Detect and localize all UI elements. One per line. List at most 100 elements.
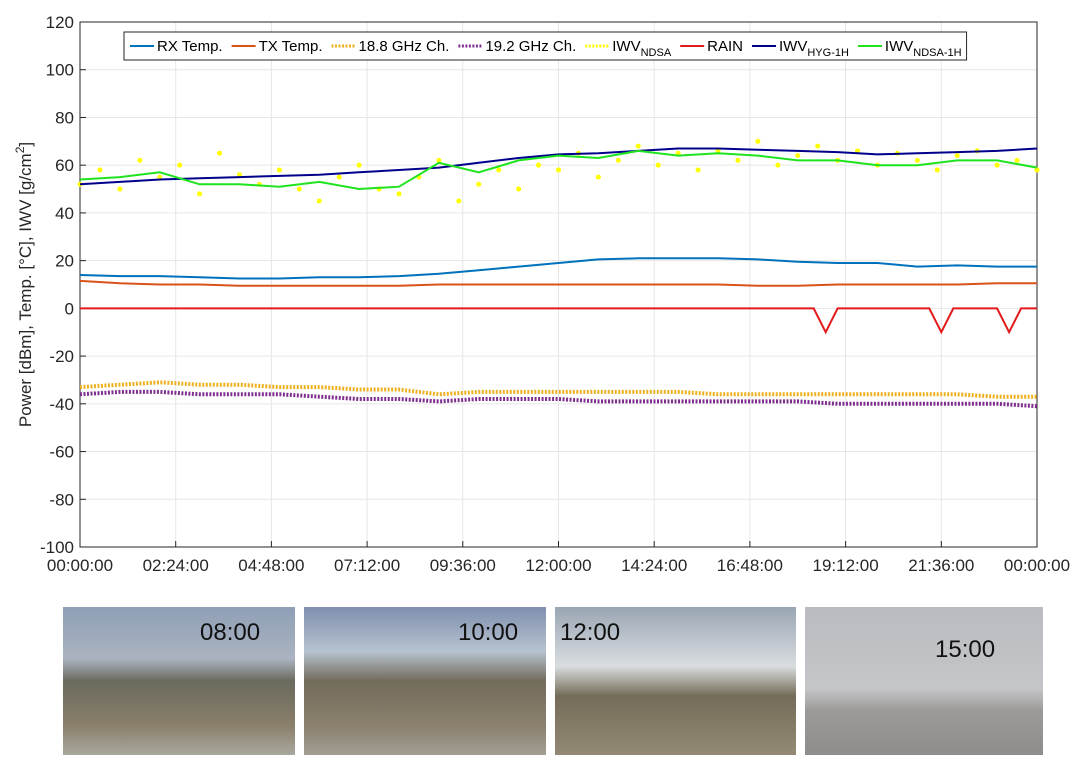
y-tick-label: 40 [55,204,74,223]
photo-strip: 08:00 10:00 12:00 15:00 [63,607,1043,755]
x-tick-label: 19:12:00 [813,556,879,575]
x-tick-label: 21:36:00 [908,556,974,575]
y-tick-label: -20 [49,347,74,366]
data-point [336,174,342,180]
data-point [456,198,462,204]
legend-label: RX Temp. [157,38,223,55]
x-tick-label: 12:00:00 [525,556,591,575]
photo-timestamp: 12:00 [560,619,620,646]
x-tick-label: 00:00:00 [47,556,113,575]
data-point [237,172,242,178]
x-tick-label: 00:00:00 [1004,556,1070,575]
series-line [79,147,1038,186]
legend-label: 19.2 GHz Ch. [485,38,576,55]
data-point [516,186,522,192]
legend-label: IWVNDSA [612,38,672,59]
x-tick-label: 14:24:00 [621,556,687,575]
data-point [775,162,781,168]
y-tick-label: 120 [46,13,74,32]
data-point [755,138,761,144]
data-point [496,167,502,173]
series-line [79,380,1037,399]
data-point [177,162,183,168]
data-point [197,191,203,197]
y-tick-label: 80 [55,108,74,127]
data-point [556,167,561,173]
photo-timestamp: 10:00 [458,619,518,646]
photo-timestamp: 15:00 [935,636,995,663]
photo [63,607,295,755]
x-tick-label: 07:12:00 [334,556,400,575]
data-point [934,167,940,173]
data-point [815,143,821,149]
data-point [157,174,163,180]
legend-label-text: 19.2 GHz Ch. [485,38,576,55]
data-point [615,157,621,163]
data-point [97,167,103,173]
photo [805,607,1043,755]
data-point [715,148,721,154]
data-point [1034,167,1040,173]
data-point [655,162,661,168]
legend-label-text: IWV [885,38,913,55]
legend-label-text: IWV [612,38,640,55]
data-point [356,162,362,168]
data-point [635,143,641,149]
y-axis-label-end: ] [16,142,35,147]
y-tick-label: 20 [55,252,74,271]
y-tick-label: 100 [46,61,74,80]
legend-label-text: RAIN [707,38,743,55]
data-point [217,150,223,156]
data-point [396,191,402,197]
data-point [1014,157,1020,163]
series-line [80,307,1037,335]
data-point [476,181,482,187]
legend-box [123,31,968,61]
legend-label: IWVNDSA-1H [885,38,962,59]
data-point [595,174,601,180]
data-point [994,162,1000,168]
plot-area: -100 -80 -60 -40 -20 0 20 40 60 80 100 120 00:00:00 0… [13,13,1070,575]
y-tick-label: -40 [49,395,74,414]
x-tick-label: 16:48:00 [717,556,783,575]
data-point [436,157,442,163]
data-point [276,167,282,173]
legend-label-text: 18.8 GHz Ch. [359,38,450,55]
data-point [695,167,701,173]
data-point [855,148,861,154]
legend-label-text: TX Temp. [259,38,323,55]
data-point [117,186,123,192]
y-axis-label-text: Power [dBm], Temp. [°C], IWV [g/cm [16,153,35,427]
axes-box [79,21,1038,548]
legend-label: RAIN [707,38,743,55]
y-tick-label: -80 [49,490,74,509]
legend-label: 18.8 GHz Ch. [359,38,450,55]
y-tick-label: -100 [40,538,74,557]
y-tick-label: -60 [49,443,74,462]
y-axis-label-sup: 2 [13,146,27,153]
data-point [137,157,143,163]
x-tick-label: 04:48:00 [238,556,304,575]
y-tick-label: 60 [55,156,74,175]
legend-label-text: IWV [779,38,807,55]
x-tick-label: 09:36:00 [430,556,496,575]
data-point [316,198,322,204]
data-point [735,157,741,163]
series-line [79,149,1038,191]
legend-label-sub: HYG-1H [807,47,849,59]
data-point [954,153,960,159]
legend: RX Temp. TX Temp. 18.8 GHz Ch. 19.2 GHz Ch.… [123,31,968,61]
data-point [296,186,302,192]
legend-label: TX Temp. [259,38,323,55]
photo [555,607,796,755]
legend-label-sub: NDSA-1H [913,47,961,59]
series-line [79,279,1037,287]
y-axis-label: Power [dBm], Temp. [°C], IWV [g/cm2] [13,142,35,427]
data-point [795,153,801,159]
photo-timestamp: 08:00 [200,619,260,646]
legend-label-text: RX Temp. [157,38,223,55]
y-tick-label: 0 [65,299,74,318]
series-line [79,257,1037,280]
